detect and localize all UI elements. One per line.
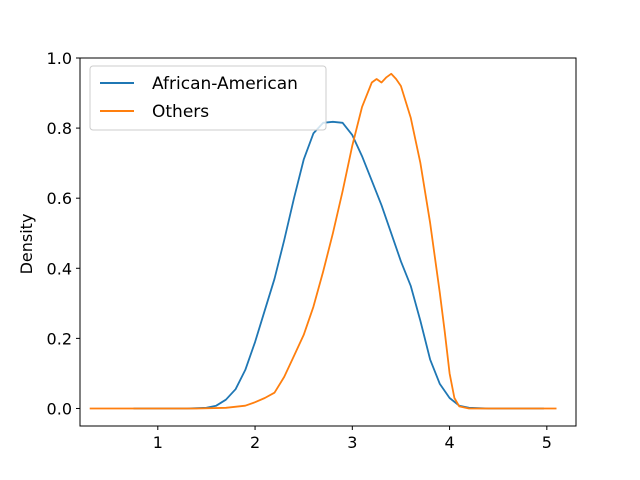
plot-area: [89, 72, 557, 410]
x-tick-label: 3: [347, 433, 357, 452]
legend-label: Others: [152, 102, 209, 122]
y-axis-label: Density: [17, 214, 36, 275]
y-axis: 0.0 0.2 0.4 0.6 0.8 1.0: [47, 49, 80, 418]
plot-frame: [79, 57, 577, 427]
x-tick-label: 1: [153, 433, 163, 452]
x-tick-label: 2: [250, 433, 260, 452]
legend: African-American Others: [89, 65, 327, 131]
series-line-0: [133, 120, 544, 410]
legend-label: African-American: [152, 74, 298, 94]
x-tick-label: 5: [542, 433, 552, 452]
y-tick-label: 0.2: [47, 329, 72, 348]
x-tick-label: 4: [444, 433, 454, 452]
y-tick-label: 0.8: [47, 119, 72, 138]
series-line-1: [89, 72, 557, 410]
legend-box: [89, 65, 327, 131]
y-tick-label: 0.0: [47, 399, 72, 418]
y-tick-label: 0.4: [47, 259, 72, 278]
y-tick-label: 1.0: [47, 49, 72, 68]
x-axis: 1 2 3 4 5: [153, 426, 552, 452]
y-tick-label: 0.6: [47, 189, 72, 208]
